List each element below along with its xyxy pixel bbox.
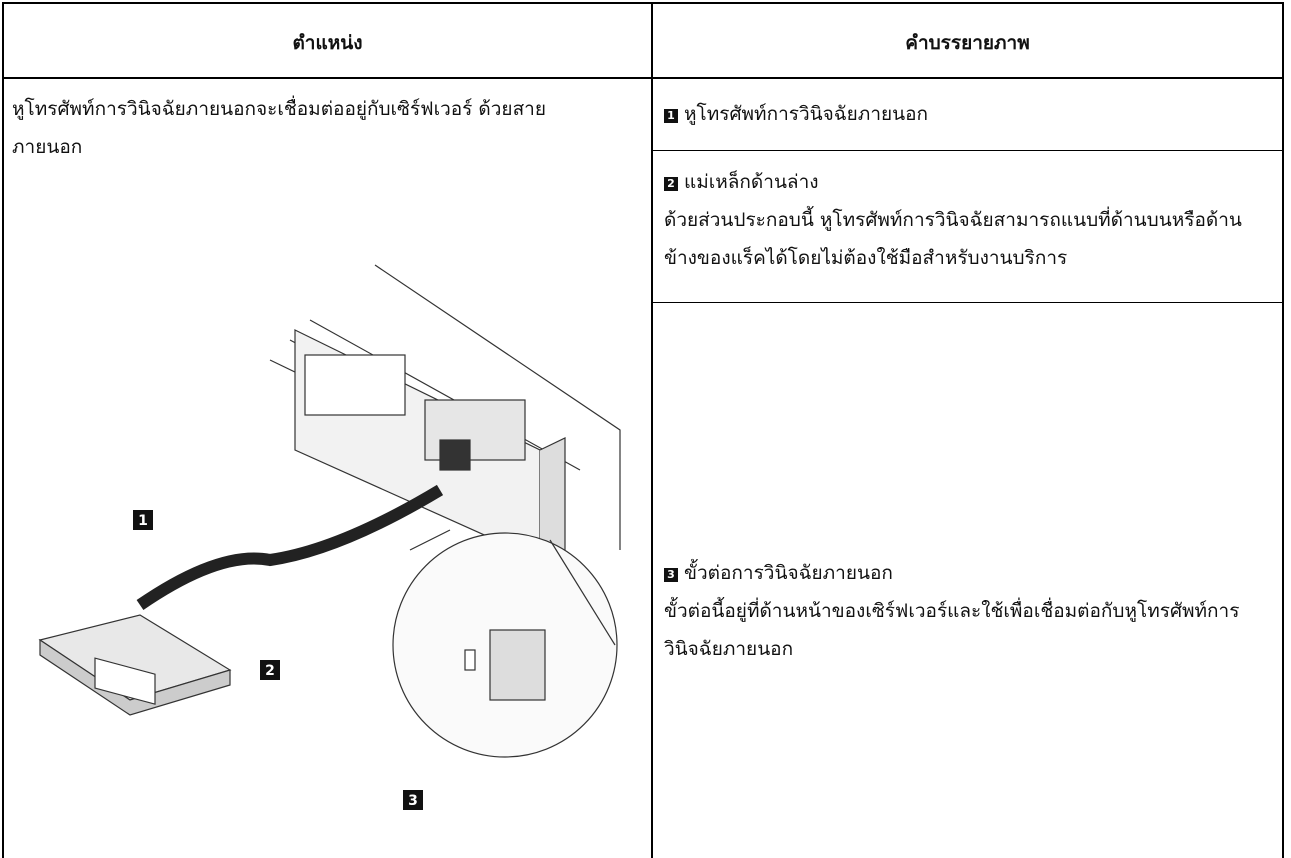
header-cell: ตำแหน่ง: [292, 32, 363, 54]
border: [652, 150, 1284, 151]
item-title: หูโทรศัพท์การวินิจฉัยภายนอก: [684, 103, 929, 125]
border: [2, 2, 1284, 4]
border: [1282, 2, 1284, 858]
item: 2 แม่เหล็กด้านล่างด้วยส่วนประกอบนี้ หูโทร…: [664, 163, 1274, 277]
callout: 2: [265, 663, 275, 679]
border: [2, 2, 4, 858]
badge: 2: [664, 177, 678, 191]
item-description: ขั้วต่อนี้อยู่ที่ด้านหน้าของเซิร์ฟเวอร์แ…: [664, 600, 1240, 660]
callout: 3: [408, 793, 418, 809]
item-description: ด้วยส่วนประกอบนี้ หูโทรศัพท์การวินิจฉัยส…: [664, 209, 1242, 269]
badge: 3: [664, 568, 678, 582]
border: [2, 77, 1284, 79]
item-title: แม่เหล็กด้านล่าง: [684, 171, 819, 193]
border: [652, 302, 1284, 303]
border: [651, 2, 653, 858]
location-text: หูโทรศัพท์การวินิจฉัยภายนอกจะเชื่อมต่ออย…: [12, 98, 546, 158]
callout: 1: [138, 513, 148, 529]
callouts: 1 2 3: [133, 510, 423, 810]
item: 1 หูโทรศัพท์การวินิจฉัยภายนอก: [664, 95, 1274, 133]
item: 3 ขั้วต่อการวินิจฉัยภายนอกขั้วต่อนี้อยู่ท…: [664, 554, 1274, 668]
item-title: ขั้วต่อการวินิจฉัยภายนอก: [684, 562, 893, 584]
illustration: 1 2 3: [38, 264, 621, 810]
badge: 1: [664, 109, 678, 123]
header-cell: คำบรรยายภาพ: [905, 32, 1030, 54]
